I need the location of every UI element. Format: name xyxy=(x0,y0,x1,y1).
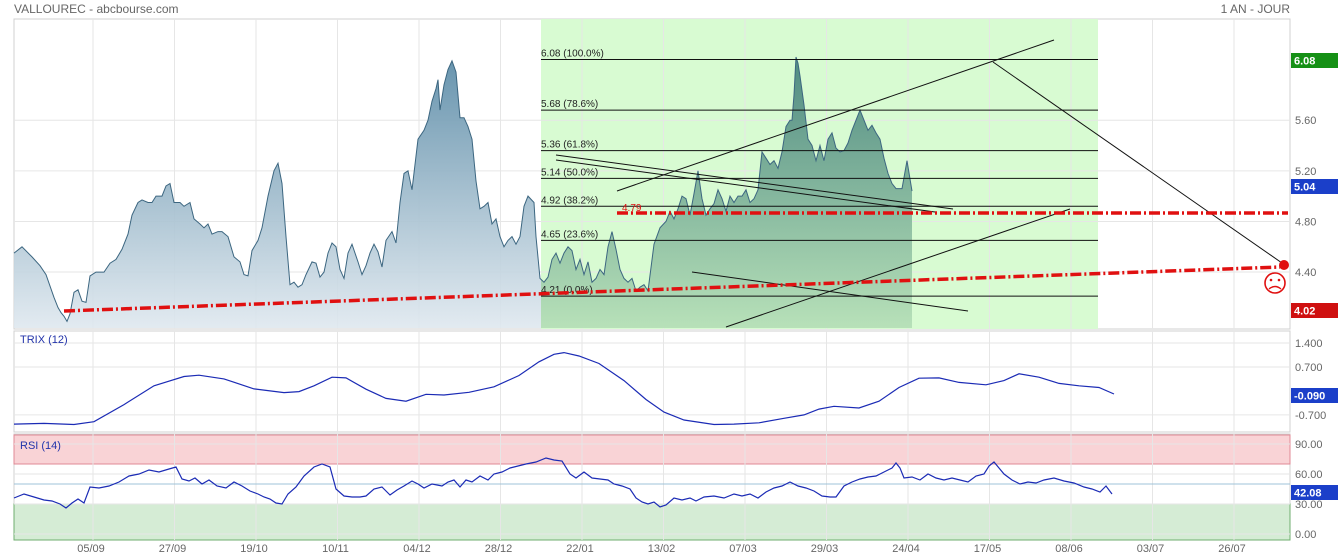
x-tick-label: 03/07 xyxy=(1137,543,1165,555)
fib-level-label: 4.92 (38.2%) xyxy=(541,195,598,206)
low-value-text: 4.02 xyxy=(1294,306,1315,318)
lower-channel-line xyxy=(725,208,1071,328)
y-tick-label: 5.20 xyxy=(1295,166,1316,178)
rsi-title: RSI (14) xyxy=(20,440,61,452)
rsi-line xyxy=(13,457,1113,509)
trix-line xyxy=(13,351,1115,426)
x-tick-label: 17/05 xyxy=(974,543,1002,555)
falling-wedge-upper-line xyxy=(555,154,954,210)
period-label: 1 AN - JOUR xyxy=(1220,2,1290,16)
x-tick-label: 28/12 xyxy=(485,543,513,555)
sad-face-icon xyxy=(1264,272,1286,294)
x-tick-label: 19/10 xyxy=(240,543,268,555)
trend-lines xyxy=(555,39,1283,328)
y-tick-label: 0.700 xyxy=(1295,362,1323,374)
x-tick-label: 24/04 xyxy=(892,543,920,555)
x-tick-label: 08/06 xyxy=(1055,543,1083,555)
y-tick-label: 30.00 xyxy=(1295,499,1323,511)
y-tick-label: 1.400 xyxy=(1295,338,1323,350)
high-value-text: 6.08 xyxy=(1294,56,1315,68)
x-tick-label: 07/03 xyxy=(729,543,757,555)
rsi-overbought-zone xyxy=(13,434,1291,465)
arrow-end-marker-icon xyxy=(1279,260,1289,270)
x-tick-label: 10/11 xyxy=(322,543,349,555)
fibonacci-levels: 6.08 (100.0%) 5.68 (78.6%) 5.36 (61.8%) 5.1… xyxy=(541,48,1098,297)
fib-level-label: 5.14 (50.0%) xyxy=(541,167,598,178)
chart-title: VALLOUREC - abcbourse.com xyxy=(14,2,179,16)
fib-level-label: 4.21 (0.0%) xyxy=(541,285,593,296)
upper-channel-line xyxy=(616,39,1055,192)
y-tick-label: 0.00 xyxy=(1295,529,1316,541)
support-lines xyxy=(63,211,1288,313)
trix-title: TRIX (12) xyxy=(20,334,68,346)
y-tick-label: 4.80 xyxy=(1295,216,1316,228)
x-tick-label: 04/12 xyxy=(403,543,431,555)
y-axis-labels: 5.60 5.20 4.80 4.40 1.400 0.700 -0.700 90.00 60.… xyxy=(1295,115,1326,541)
y-tick-label: 60.00 xyxy=(1295,469,1323,481)
low-value-badge: 4.02 xyxy=(1291,303,1338,318)
fib-level-label: 5.68 (78.6%) xyxy=(541,99,598,110)
fib-level-label: 4.65 (23.6%) xyxy=(541,229,598,240)
falling-wedge-lower-line xyxy=(691,271,969,312)
y-tick-label: -0.700 xyxy=(1295,410,1326,422)
x-tick-label: 27/09 xyxy=(159,543,187,555)
y-tick-label: 4.40 xyxy=(1295,267,1316,279)
y-tick-label: 90.00 xyxy=(1295,439,1323,451)
x-tick-label: 13/02 xyxy=(648,543,676,555)
last-value-text: 5.04 xyxy=(1294,182,1316,194)
rsi-oversold-zone xyxy=(13,503,1291,541)
trix-last-text: -0.090 xyxy=(1294,391,1325,403)
last-value-badge: 5.04 xyxy=(1291,179,1338,194)
trix-last-badge: -0.090 xyxy=(1291,388,1338,403)
x-axis-labels: 05/09 27/09 19/10 10/11 04/12 28/12 22/01 13/02… xyxy=(77,543,1246,555)
trix-panel xyxy=(13,330,1291,433)
fib-level-label: 6.08 (100.0%) xyxy=(541,48,604,59)
rsi-last-badge: 42.08 xyxy=(1291,485,1338,500)
rising-support-line xyxy=(63,265,1281,313)
falling-wedge-upper-line-2 xyxy=(555,159,936,213)
y-tick-label: 5.60 xyxy=(1295,115,1316,127)
resistance-line xyxy=(992,61,1283,264)
rsi-last-text: 42.08 xyxy=(1294,488,1322,500)
x-tick-label: 05/09 xyxy=(77,543,105,555)
x-tick-label: 29/03 xyxy=(811,543,839,555)
price-line xyxy=(13,56,913,323)
support-label: 4.79 xyxy=(622,203,642,214)
price-area-fib-zone xyxy=(541,57,912,328)
fib-level-label: 5.36 (61.8%) xyxy=(541,140,598,151)
x-tick-label: 22/01 xyxy=(566,543,594,555)
x-tick-label: 26/07 xyxy=(1218,543,1246,555)
high-value-badge: 6.08 xyxy=(1291,53,1338,68)
